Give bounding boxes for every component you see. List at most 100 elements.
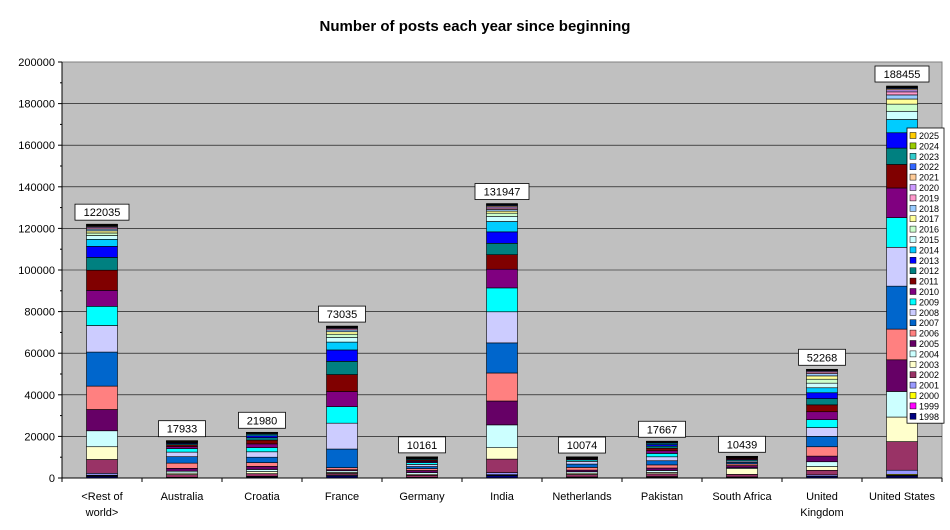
y-tick-label: 160000 [18, 140, 55, 152]
y-tick-label: 140000 [18, 182, 55, 194]
bar-segment-2008 [566, 461, 598, 465]
chart-title: Number of posts each year since beginnin… [320, 18, 631, 35]
legend-label: 2016 [919, 225, 939, 235]
bar-segment-2002 [406, 474, 438, 478]
legend-label: 2000 [919, 391, 939, 401]
legend-item: 2014 [909, 245, 939, 255]
legend-label: 2024 [919, 141, 939, 151]
y-axis: 0 20000 40000 60000 80000 100000 120000 140000 1… [18, 57, 63, 485]
total-label: 188455 [884, 69, 921, 81]
total-label: 52268 [807, 352, 838, 364]
bar-segment-2017 [886, 98, 918, 105]
bar-stack [406, 456, 438, 479]
legend-label: 2011 [919, 277, 938, 287]
bar-segment-2006 [166, 462, 198, 469]
legend-item: 2020 [909, 183, 939, 193]
legend-label: 2017 [919, 214, 939, 224]
bar-segment-2013 [86, 246, 118, 258]
total-label: 10074 [567, 440, 598, 452]
bar-segment-2009 [86, 306, 118, 326]
bar-segment-2019 [886, 91, 918, 96]
bar-stack [646, 440, 678, 479]
bar-segment-2002 [166, 474, 198, 478]
bar-segment-2004 [486, 424, 518, 449]
legend-swatch [909, 257, 917, 264]
bar-segment-2014 [486, 221, 518, 233]
total-label-box [238, 411, 286, 429]
legend-swatch [909, 402, 917, 410]
bar-stack [246, 431, 278, 479]
legend-item: 2016 [909, 225, 939, 235]
total-label: 17667 [647, 424, 678, 436]
bar-segment-2007 [566, 463, 598, 468]
bar-segment-2012 [326, 361, 358, 375]
legend-swatch [909, 413, 917, 420]
legend-label: 2003 [919, 360, 939, 370]
total-label: 10161 [407, 440, 438, 452]
legend-swatch [909, 132, 917, 139]
bar-segment-2014 [326, 341, 358, 351]
category-label: Croatia [244, 491, 280, 503]
bar-segment-2002 [726, 474, 758, 478]
category-label: Australia [161, 491, 205, 503]
bars [86, 85, 918, 479]
legend-item: 2017 [909, 214, 939, 224]
bar-segment-2010 [646, 450, 678, 454]
category-label: Pakistan [641, 491, 683, 503]
legend-item: 2018 [909, 204, 939, 214]
bar-segment-2002 [566, 474, 598, 478]
bar-segment-2012 [646, 445, 678, 449]
legend-swatch [909, 329, 917, 337]
legend-item: 1999 [909, 401, 939, 411]
bar-segment-2011 [486, 254, 518, 270]
bar-segment-2017 [326, 331, 358, 335]
y-tick-label: 80000 [24, 307, 55, 319]
legend-item: 2009 [909, 297, 939, 307]
bar-segment-2008 [246, 451, 278, 458]
bar-segment-2012 [486, 242, 518, 255]
total-label: 73035 [327, 309, 358, 321]
bar-segment-2007 [166, 456, 198, 464]
bar-segment-2007 [326, 448, 358, 468]
y-tick-label: 40000 [24, 390, 55, 402]
bar-segment-2006 [486, 372, 518, 402]
legend-item: 2003 [909, 360, 939, 370]
legend-label: 1998 [919, 412, 939, 422]
bar-segment-2007 [86, 351, 118, 387]
bar-segment-2016 [326, 333, 358, 338]
legend-swatch [909, 153, 917, 160]
bar-segment-2005 [406, 470, 438, 473]
total-label: 131947 [484, 187, 521, 199]
bar-segment-2012 [806, 398, 838, 406]
legend-swatch [909, 277, 917, 285]
bar-segment-2008 [406, 464, 438, 467]
legend-swatch [909, 173, 917, 181]
legend-label: 2025 [919, 131, 939, 141]
legend-label: 2023 [919, 152, 939, 162]
legend-item: 2025 [909, 131, 939, 141]
bar-segment-2006 [326, 467, 358, 471]
legend-swatch [909, 361, 917, 368]
legend-label: 2004 [919, 349, 939, 359]
legend-item: 2001 [909, 381, 939, 391]
bar-segment-2005 [246, 466, 278, 470]
bar-segment-2005 [726, 465, 758, 469]
bar-segment-2012 [86, 257, 118, 271]
bar-segment-2025 [886, 85, 918, 87]
legend-label: 2008 [919, 308, 939, 318]
legend-label: 2006 [919, 329, 939, 339]
legend-item: 2005 [909, 339, 939, 349]
bar-segment-2009 [486, 287, 518, 313]
bar-segment-2006 [246, 462, 278, 467]
legend-swatch [909, 194, 917, 202]
bar-segment-2009 [246, 447, 278, 453]
bar-segment-2005 [166, 468, 198, 472]
legend-swatch [909, 184, 917, 191]
bar-segment-2007 [486, 342, 518, 374]
legend-swatch [909, 267, 917, 274]
bar-segment-2008 [166, 451, 198, 457]
legend-item: 2007 [909, 318, 939, 328]
bar-segment-2010 [486, 268, 518, 289]
legend-swatch [909, 246, 917, 254]
legend-item: 2013 [909, 256, 939, 266]
